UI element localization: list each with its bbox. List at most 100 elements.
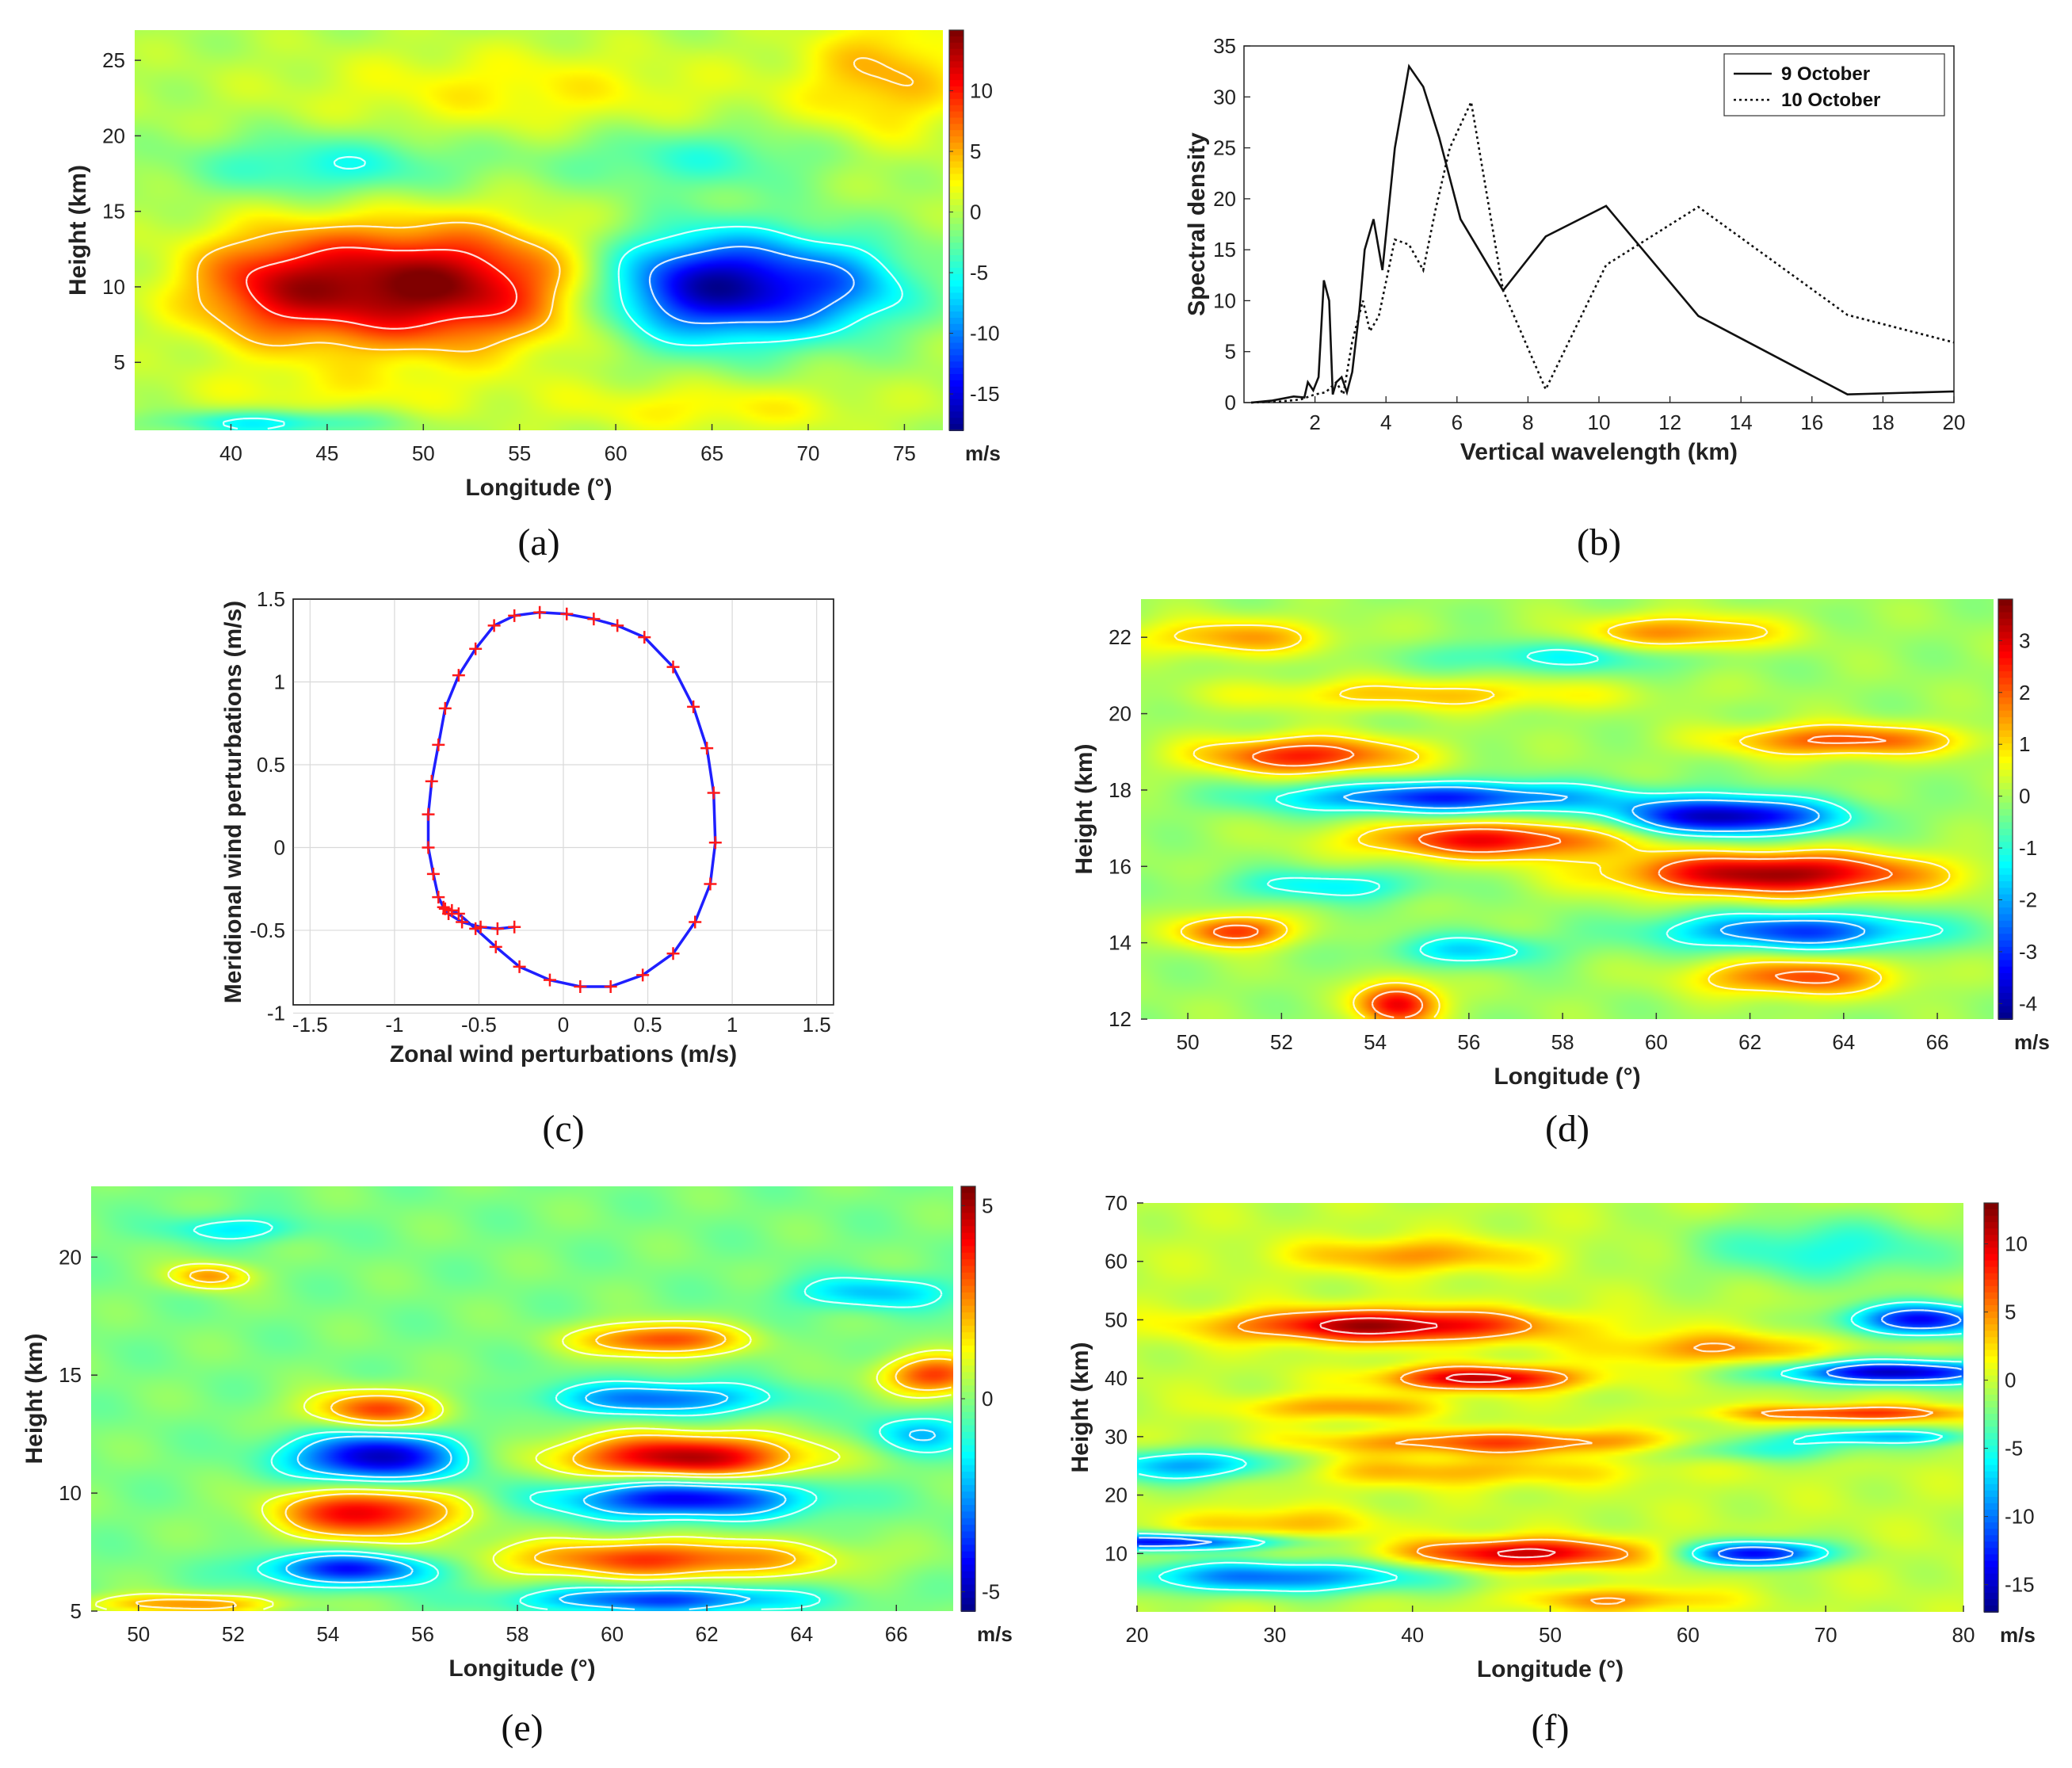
colorbar-cell: [1998, 1006, 2013, 1014]
colorbar-cell: [949, 405, 963, 413]
panel-label: (a): [517, 521, 559, 563]
y-tick-label: 20: [59, 1245, 82, 1269]
colorbar-cell: [1998, 690, 2013, 699]
colorbar-cell: [1998, 868, 2013, 876]
colorbar-cell: [1984, 1285, 1998, 1293]
colorbar-cell: [961, 1352, 975, 1360]
colorbar-cell: [961, 1338, 975, 1346]
colorbar-cell: [1984, 1318, 1998, 1326]
colorbar-cell: [949, 273, 963, 281]
colorbar-cell: [961, 1425, 975, 1433]
colorbar-cell: [1984, 1343, 1998, 1351]
contour-10: [245, 246, 518, 330]
colorbar-cell: [1984, 1400, 1998, 1408]
hodograph-marker: [425, 774, 438, 788]
y-tick-label: 10: [59, 1481, 82, 1505]
colorbar-tick-label: -5: [2005, 1437, 2023, 1461]
colorbar-cell: [949, 55, 963, 63]
y-tick-label: 10: [1105, 1541, 1128, 1565]
colorbar-cell: [1998, 697, 2013, 705]
contour-10: [1319, 1317, 1556, 1559]
panel-d-heatmap: 50 52 54 56 58 60 62 64 66121416182022Longitude …: [1071, 598, 2050, 1150]
colorbar-cell: [1984, 1241, 1998, 1249]
legend-label: 10 October: [1781, 90, 1880, 111]
colorbar-cell: [949, 223, 963, 231]
hodograph-marker: [611, 619, 624, 632]
x-tick-label: 1.5: [803, 1013, 831, 1037]
x-tick-label: 64: [790, 1622, 813, 1646]
contour-1: [1173, 618, 1951, 1018]
colorbar-cell: [949, 86, 963, 94]
colorbar-cell: [1984, 1496, 1998, 1504]
colorbar-cell: [949, 236, 963, 244]
colorbar-cell: [961, 1319, 975, 1327]
x-tick-label: 16: [1800, 410, 1823, 434]
colorbar-cell: [949, 111, 963, 119]
x-tick-label: 50: [127, 1622, 150, 1646]
y-axis-label: Spectral density: [1184, 132, 1210, 316]
hodograph-marker: [469, 642, 483, 655]
colorbar-cell: [1998, 743, 2013, 751]
y-tick-label: 10: [102, 275, 125, 299]
hodograph-marker: [707, 786, 720, 800]
colorbar-cell: [949, 211, 963, 219]
contour--5: [1139, 1301, 1962, 1593]
hodograph-marker: [666, 947, 680, 960]
colorbar-cell: [1998, 861, 2013, 869]
colorbar-cell: [961, 1332, 975, 1340]
colorbar-cell: [1984, 1567, 1998, 1575]
colorbar-frame: [1998, 598, 2013, 1020]
colorbar-cell: [949, 48, 963, 56]
contour-lines: [197, 57, 914, 430]
colorbar-cell: [949, 386, 963, 394]
colorbar-cell: [949, 42, 963, 50]
colorbar-cell: [1998, 678, 2013, 685]
colorbar-tick-label: -10: [2005, 1505, 2035, 1529]
colorbar-cell: [949, 317, 963, 325]
x-axis-label: Longitude (°): [465, 475, 612, 501]
colorbar-cell: [1998, 717, 2013, 725]
colorbar-cell: [961, 1564, 975, 1572]
colorbar-tick-label: 3: [2019, 628, 2030, 652]
colorbar-cell: [1998, 782, 2013, 791]
colorbar-cell: [1984, 1381, 1998, 1389]
colorbar-cell: [961, 1232, 975, 1240]
panel-label: (e): [501, 1707, 543, 1749]
y-axis-label: Height (km): [21, 1334, 48, 1464]
y-tick-label: 0.5: [257, 753, 285, 777]
x-tick-label: 50: [1177, 1030, 1200, 1054]
colorbar-cell: [1984, 1541, 1998, 1549]
colorbar-tick-label: 0: [970, 200, 981, 224]
colorbar-cell: [1984, 1535, 1998, 1543]
x-tick-label: 54: [316, 1622, 339, 1646]
y-tick-label: 5: [71, 1599, 82, 1623]
colorbar-cell: [1998, 927, 2013, 935]
contour-5: [197, 57, 914, 353]
x-tick-label: 54: [1364, 1030, 1387, 1054]
colorbar-cell: [1984, 1477, 1998, 1485]
colorbar-tick-label: -2: [2019, 888, 2037, 912]
colorbar-cell: [949, 98, 963, 106]
colorbar-cell: [949, 342, 963, 350]
y-tick-label: 35: [1213, 34, 1236, 58]
colorbar-cell: [1998, 776, 2013, 784]
x-tick-label: 50: [1539, 1623, 1562, 1647]
colorbar-cell: [1984, 1312, 1998, 1319]
y-tick-label: 40: [1105, 1366, 1128, 1390]
hodograph-curve: [426, 610, 717, 988]
x-tick-label: 14: [1730, 410, 1753, 434]
contour-5: [1237, 1309, 1934, 1605]
colorbar-cell: [961, 1431, 975, 1440]
colorbar-cell: [949, 186, 963, 194]
colorbar-cell: [1998, 658, 2013, 666]
x-tick-label: 60: [605, 441, 628, 465]
y-tick-label: 1: [274, 670, 285, 693]
colorbar-cell: [949, 80, 963, 88]
x-tick-label: 45: [315, 441, 338, 465]
colorbar-cell: [949, 330, 963, 338]
colorbar-cell: [949, 217, 963, 225]
y-tick-label: 0: [274, 835, 285, 859]
colorbar-unit: m/s: [2014, 1030, 2050, 1054]
colorbar-frame: [948, 29, 964, 431]
x-axis-label: Longitude (°): [448, 1655, 595, 1682]
